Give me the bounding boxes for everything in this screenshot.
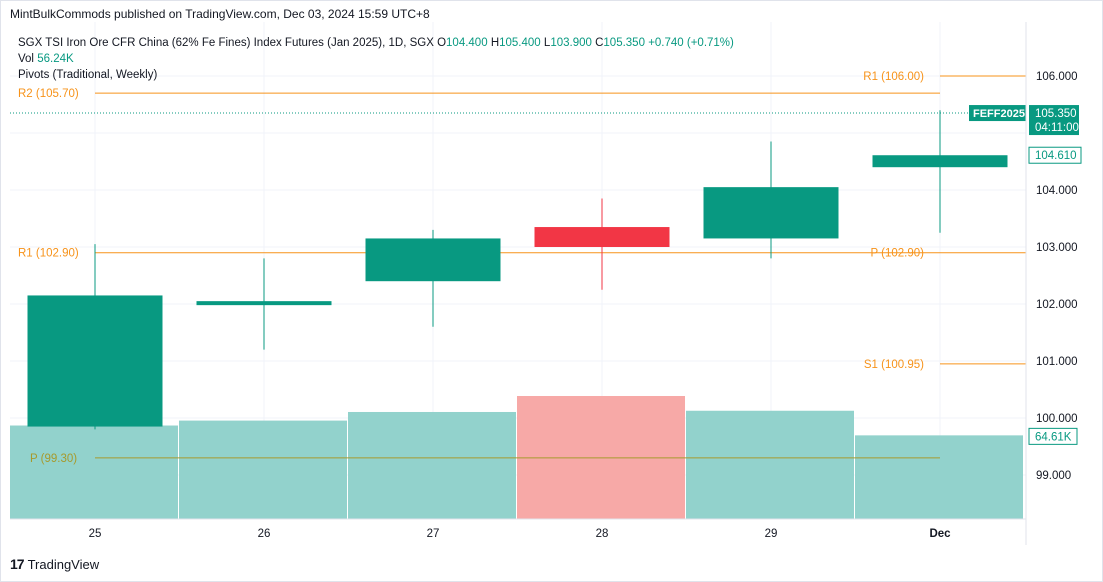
volume-label: Vol (18, 53, 34, 65)
pivot-label: P (102.90) (871, 248, 925, 260)
last-price-box (1029, 105, 1079, 136)
ohlc-open-label: O (437, 37, 447, 49)
tradingview-logo-icon: 17 (10, 556, 25, 572)
last-close-price: 104.610 (1035, 150, 1077, 162)
symbol-tag-text: FEFF2025 (973, 108, 1025, 120)
pivot-label: R1 (106.00) (863, 71, 924, 83)
pivot-label: R1 (102.90) (18, 248, 79, 260)
last-price-countdown: 04:11:00 (1035, 122, 1079, 134)
x-tick-label: 28 (596, 528, 609, 540)
volume-bar[interactable] (686, 410, 854, 519)
y-tick-label: 102.000 (1036, 299, 1078, 311)
volume-bar[interactable] (179, 420, 347, 519)
y-tick-label: 101.000 (1036, 356, 1078, 368)
legend-symbol-row[interactable]: SGX TSI Iron Ore CFR China (62% Fe Fines… (18, 35, 734, 51)
volume-bar[interactable] (348, 411, 516, 519)
y-tick-label: 104.000 (1036, 185, 1078, 197)
pivot-label: R2 (105.70) (18, 88, 79, 100)
candle-body[interactable] (196, 301, 332, 306)
volume-last-box (1028, 427, 1078, 445)
price-change: +0.740 (+0.71%) (648, 37, 734, 49)
y-tick-label: 100.000 (1036, 413, 1078, 425)
ohlc-low: 103.900 (550, 37, 592, 49)
ohlc-high: 105.400 (499, 37, 541, 49)
publisher-line: MintBulkCommods published on TradingView… (10, 7, 430, 21)
ohlc-high-label: H (490, 37, 500, 49)
last-close-box (1028, 146, 1082, 164)
x-tick-label: 25 (89, 528, 102, 540)
symbol-tag (969, 105, 1026, 122)
brand-name: TradingView (27, 556, 100, 572)
volume-bar[interactable] (10, 425, 178, 519)
last-price-value: 105.350 (1035, 108, 1077, 120)
candle-body[interactable] (534, 227, 670, 247)
legend-volume-row[interactable]: Vol 56.24K (18, 51, 734, 67)
x-tick-label: 27 (427, 528, 440, 540)
pivots-indicator-label: Pivots (Traditional, Weekly) (18, 69, 158, 81)
volume-bar[interactable] (855, 435, 1023, 519)
ohlc-low-label: L (543, 37, 551, 49)
pivot-label: P (99.30) (30, 453, 77, 465)
x-tick-label: 26 (258, 528, 271, 540)
tradingview-brand[interactable]: 17 TradingView (10, 556, 99, 572)
pivot-label: S1 (100.95) (864, 359, 924, 371)
legend-pivots-row[interactable]: Pivots (Traditional, Weekly) (18, 67, 734, 83)
volume-value: 56.24K (37, 53, 74, 65)
volume-last-label: 64.61K (1035, 431, 1072, 443)
x-tick-label: Dec (929, 528, 951, 540)
candle-body[interactable] (365, 238, 501, 282)
candle-body[interactable] (872, 155, 1008, 168)
y-tick-label: 99.000 (1036, 470, 1071, 482)
candle-body[interactable] (703, 187, 839, 239)
ohlc-close: 105.350 (603, 37, 645, 49)
y-tick-label: 103.000 (1036, 242, 1078, 254)
symbol-title: SGX TSI Iron Ore CFR China (62% Fe Fines… (18, 37, 434, 49)
ohlc-open: 104.400 (446, 37, 488, 49)
candle-body[interactable] (27, 295, 163, 427)
ohlc-close-label: C (595, 37, 604, 49)
x-tick-label: 29 (765, 528, 778, 540)
y-tick-label: 106.000 (1036, 71, 1078, 83)
chart-legend: SGX TSI Iron Ore CFR China (62% Fe Fines… (18, 35, 734, 83)
